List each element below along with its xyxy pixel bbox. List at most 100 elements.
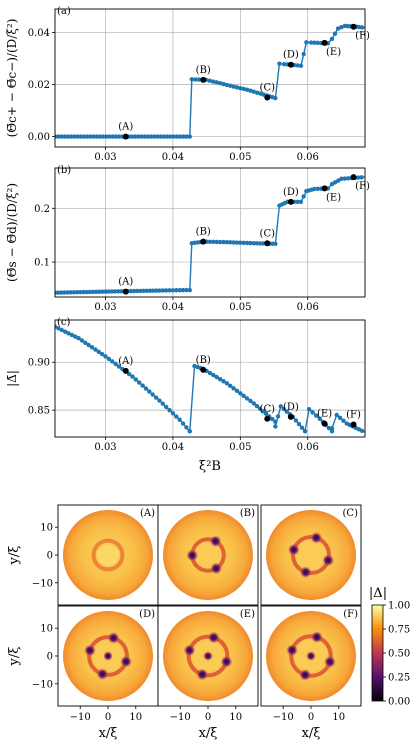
data-point	[84, 289, 89, 295]
data-point	[138, 288, 143, 294]
y-axis-label: y/ξ	[7, 546, 22, 566]
data-point	[103, 354, 108, 359]
data-point	[100, 134, 106, 139]
heatmap-panel: (F) −10 0 10 x/ξ	[260, 605, 362, 741]
state-label: (A)	[118, 122, 133, 133]
data-point	[342, 176, 347, 181]
data-point	[224, 381, 230, 386]
data-point	[270, 416, 275, 422]
data-point	[244, 240, 250, 246]
data-point	[278, 404, 283, 409]
chart-panel-c: 0.03 0.04 0.05 0.06 0.85 0.90 (A) (B) (C) (D) (E) (…	[5, 317, 366, 474]
data-point	[180, 287, 186, 293]
data-point	[217, 239, 223, 245]
data-point	[329, 426, 335, 431]
series	[55, 23, 365, 139]
data-point	[260, 241, 266, 246]
data-point	[180, 421, 186, 426]
data-point	[86, 342, 91, 348]
data-point	[228, 83, 233, 88]
data-point	[184, 425, 189, 430]
data-point	[147, 288, 153, 293]
data-point	[221, 379, 226, 384]
central-vortex	[203, 651, 213, 661]
data-point	[214, 374, 219, 380]
x-tick-label: −10	[273, 712, 294, 723]
data-point	[211, 239, 216, 245]
x-tick-label: 0.04	[162, 302, 184, 313]
data-point	[329, 36, 335, 42]
data-point	[170, 288, 176, 293]
vortex-core	[310, 631, 323, 644]
data-point	[234, 85, 240, 90]
colorbar-gradient	[371, 604, 384, 702]
data-point	[174, 288, 179, 293]
data-point	[154, 288, 159, 293]
data-point	[152, 134, 157, 139]
vortex-core	[186, 549, 199, 562]
state-label: (E)	[326, 192, 341, 203]
state-marker	[264, 94, 271, 101]
data-point	[184, 134, 189, 139]
state-marker	[200, 366, 207, 373]
data-point	[296, 421, 302, 427]
state-label: (E)	[317, 409, 332, 420]
data-point	[177, 134, 183, 139]
state-marker	[350, 174, 357, 181]
y-tick-label: 0.1	[34, 258, 50, 269]
axes-frame	[54, 319, 366, 438]
vortex-core	[210, 562, 223, 575]
data-point	[157, 398, 162, 403]
data-point	[310, 410, 315, 415]
heatmap-label: (B)	[240, 508, 255, 519]
colorbar-tick-label: 0.00	[388, 697, 410, 708]
data-point	[241, 240, 246, 246]
state-label: (C)	[260, 404, 276, 415]
vortex-core	[196, 668, 209, 681]
inner-core	[297, 541, 325, 569]
data-point	[171, 134, 176, 139]
vortex-core	[299, 566, 312, 579]
data-point	[110, 134, 115, 139]
data-point	[248, 240, 253, 246]
data-point	[81, 134, 87, 139]
state-label: (A)	[118, 277, 133, 288]
data-point	[263, 411, 269, 417]
data-point	[133, 134, 138, 139]
data-point	[341, 418, 346, 423]
heatmap-panel: (C)	[260, 504, 362, 608]
x-tick-label: 10	[332, 712, 345, 723]
data-point	[214, 239, 219, 245]
data-point	[257, 241, 263, 246]
colorbar-tick-label: 0.25	[388, 673, 410, 684]
vortex-core	[286, 644, 299, 657]
data-point	[359, 175, 364, 180]
data-point	[187, 429, 192, 434]
data-point	[104, 134, 109, 139]
data-point	[62, 134, 67, 139]
x-tick-label: 0.06	[297, 442, 319, 453]
heatmap-panel: (E) −10 0 10 x/ξ	[157, 605, 259, 741]
data-point	[221, 81, 226, 87]
data-point	[78, 134, 83, 139]
y-axis-label: |Δ̄|	[5, 370, 19, 387]
data-point	[158, 134, 164, 139]
data-point	[312, 40, 317, 45]
state-marker	[264, 415, 271, 422]
data-point	[119, 289, 124, 294]
data-point	[168, 134, 173, 139]
state-marker	[200, 238, 207, 245]
data-point	[167, 407, 172, 413]
data-point	[65, 134, 71, 139]
data-point	[74, 290, 80, 295]
data-point	[187, 287, 192, 293]
state-label: (C)	[260, 228, 276, 239]
data-point	[97, 289, 102, 294]
y-tick-label: 0.00	[28, 132, 50, 143]
state-label: (E)	[326, 47, 341, 58]
x-axis-label: x/ξ	[199, 726, 218, 741]
data-point	[281, 406, 286, 412]
data-point	[284, 409, 290, 414]
data-point	[153, 395, 159, 400]
data-point	[301, 51, 306, 57]
